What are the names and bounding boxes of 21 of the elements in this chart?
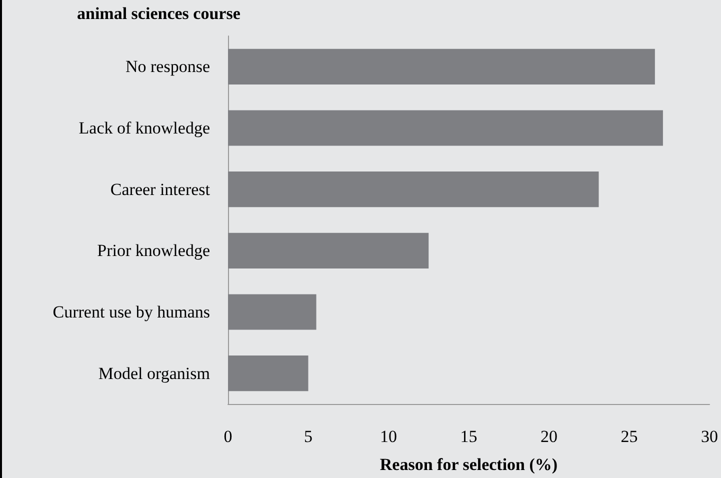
x-tick-label: 5: [304, 427, 312, 446]
bar: [228, 356, 308, 392]
y-tick-label: Prior knowledge: [97, 241, 210, 260]
x-tick-label: 20: [540, 427, 558, 446]
bar: [228, 110, 663, 146]
x-tick-label: 15: [460, 427, 478, 446]
x-tick-label: 30: [701, 427, 718, 446]
bar: [228, 48, 655, 84]
bar: [228, 172, 599, 208]
x-tick-label: 0: [224, 427, 232, 446]
y-tick-label: Lack of knowledge: [78, 118, 210, 138]
y-tick-label: No response: [125, 57, 210, 76]
chart-title: animal sciences course: [77, 4, 241, 23]
y-tick-label: Career interest: [110, 180, 210, 199]
y-tick-label: Model organism: [98, 364, 210, 383]
x-axis-title: Reason for selection (%): [380, 455, 558, 474]
y-tick-label: Current use by humans: [52, 302, 210, 322]
bar: [228, 294, 316, 330]
x-tick-label: 25: [620, 427, 638, 446]
x-tick-label: 10: [380, 427, 397, 446]
bar: [228, 232, 429, 268]
